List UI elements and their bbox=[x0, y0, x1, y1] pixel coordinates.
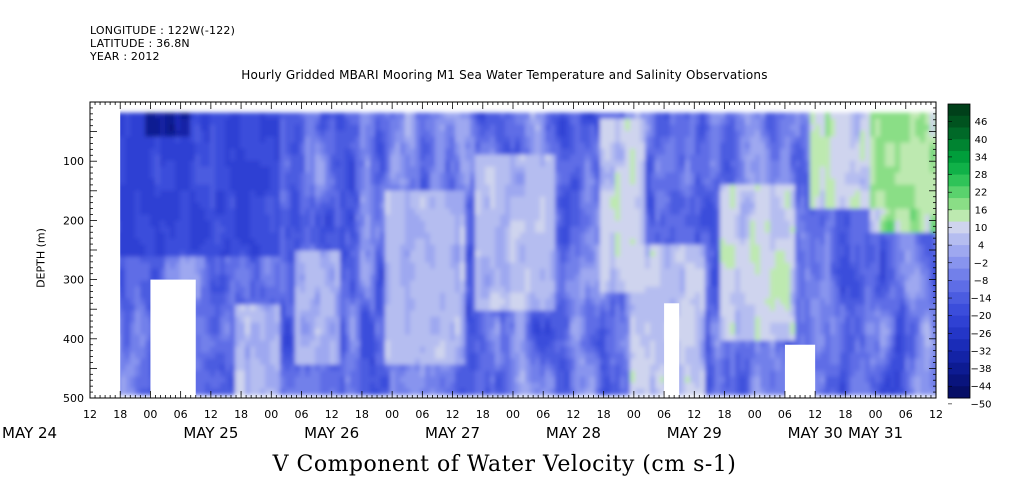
colorbar-label: 40 bbox=[975, 135, 988, 146]
colorbar-label: −26 bbox=[970, 329, 991, 340]
colorbar-swatch bbox=[948, 292, 970, 305]
x-hour-tick-label: 12 bbox=[325, 408, 339, 421]
colorbar-label: 28 bbox=[975, 170, 988, 181]
y-tick-label: 200 bbox=[63, 214, 84, 227]
colorbar-frame bbox=[947, 103, 971, 399]
colorbar-swatch bbox=[948, 127, 970, 140]
colorbar-swatch bbox=[948, 303, 970, 317]
x-hour-tick-label: 12 bbox=[566, 408, 580, 421]
x-day-label: MAY 27 bbox=[425, 424, 480, 442]
y-tick-label: 100 bbox=[63, 155, 84, 168]
x-hour-tick-label: 18 bbox=[597, 408, 611, 421]
colorbar-swatch bbox=[948, 350, 970, 364]
x-hour-tick-label: 00 bbox=[506, 408, 520, 421]
x-hour-tick-label: 06 bbox=[899, 408, 913, 421]
x-hour-tick-label: 12 bbox=[83, 408, 97, 421]
colorbar-label: −8 bbox=[974, 276, 989, 287]
colorbar-swatch bbox=[948, 162, 970, 176]
longitude-label: LONGITUDE : 122W(-122) bbox=[90, 24, 236, 37]
chart-title: Hourly Gridded MBARI Mooring M1 Sea Wate… bbox=[241, 68, 768, 82]
x-hour-tick-label: 06 bbox=[657, 408, 671, 421]
y-tick-label: 500 bbox=[63, 392, 84, 405]
x-hour-tick-label: 06 bbox=[415, 408, 429, 421]
x-hour-tick-label: 18 bbox=[355, 408, 369, 421]
missing-data-region bbox=[150, 279, 196, 398]
colorbar-swatch bbox=[948, 327, 970, 340]
field-cells bbox=[90, 112, 936, 396]
colorbar-label: −38 bbox=[970, 364, 991, 375]
x-day-label: MAY 25 bbox=[183, 424, 238, 442]
missing-data-region bbox=[664, 303, 680, 398]
x-hour-tick-label: 00 bbox=[869, 408, 883, 421]
x-hour-tick-label: 00 bbox=[748, 408, 762, 421]
colorbar-swatch bbox=[948, 315, 970, 328]
colorbar-label: 16 bbox=[975, 205, 988, 216]
colorbar-swatch bbox=[948, 245, 970, 258]
colorbar-label: 10 bbox=[975, 223, 988, 234]
colorbar-swatch bbox=[948, 339, 970, 352]
x-hour-tick-label: 06 bbox=[295, 408, 309, 421]
colorbar-label: −44 bbox=[970, 382, 991, 393]
y-tick-label: 300 bbox=[63, 274, 84, 287]
x-hour-tick-label: 00 bbox=[264, 408, 278, 421]
x-day-label: MAY 24 bbox=[2, 424, 57, 442]
colorbar-swatch bbox=[948, 186, 970, 199]
heatmap-field bbox=[90, 102, 936, 398]
x-day-label: MAY 30 bbox=[788, 424, 843, 442]
colorbar-swatch bbox=[948, 386, 970, 399]
colorbar-swatch bbox=[948, 233, 970, 246]
colorbar-label: 34 bbox=[975, 152, 988, 163]
colorbar-swatch bbox=[948, 280, 970, 293]
x-hour-tick-label: 18 bbox=[234, 408, 248, 421]
colorbar-label: −32 bbox=[970, 346, 991, 357]
x-hour-tick-label: 12 bbox=[929, 408, 943, 421]
variable-label: V Component of Water Velocity (cm s-1) bbox=[272, 452, 737, 477]
colorbar-swatch bbox=[948, 209, 970, 223]
colorbar-label: −20 bbox=[970, 311, 991, 322]
colorbar-label: −14 bbox=[970, 294, 991, 305]
colorbar-swatch bbox=[948, 139, 970, 152]
x-hour-tick-label: 06 bbox=[778, 408, 792, 421]
colorbar-label: 4 bbox=[978, 241, 984, 252]
colorbar-label: −2 bbox=[974, 258, 989, 269]
x-hour-tick-label: 00 bbox=[627, 408, 641, 421]
x-hour-tick-label: 00 bbox=[143, 408, 157, 421]
x-hour-tick-label: 00 bbox=[385, 408, 399, 421]
colorbar-label: 46 bbox=[975, 117, 988, 128]
colorbar-swatch bbox=[948, 198, 970, 211]
x-hour-tick-label: 18 bbox=[718, 408, 732, 421]
year-label: YEAR : 2012 bbox=[90, 50, 160, 63]
x-day-label: MAY 28 bbox=[546, 424, 601, 442]
colorbar-label: 22 bbox=[975, 188, 988, 199]
colorbar-swatch bbox=[948, 174, 970, 187]
colorbar-swatch bbox=[948, 268, 970, 281]
x-hour-tick-label: 12 bbox=[808, 408, 822, 421]
colorbar: 46 40 34 28 22 16 10 4 −2 −8 −14 −20 −26 −32 −38 −44 −50 bbox=[947, 103, 992, 410]
colorbar-swatch bbox=[948, 151, 970, 164]
x-hour-tick-label: 06 bbox=[174, 408, 188, 421]
colorbar-swatch bbox=[948, 221, 970, 234]
x-hour-tick-label: 12 bbox=[446, 408, 460, 421]
x-day-label: MAY 26 bbox=[304, 424, 359, 442]
colorbar-swatch bbox=[948, 256, 970, 270]
x-hour-tick-label: 12 bbox=[687, 408, 701, 421]
missing-data-region bbox=[784, 344, 816, 398]
colorbar-label: −50 bbox=[970, 399, 991, 410]
colorbar-swatch bbox=[948, 374, 970, 387]
x-day-label: MAY 31 bbox=[848, 424, 903, 442]
colorbar-swatch bbox=[948, 104, 970, 117]
x-hour-tick-label: 18 bbox=[838, 408, 852, 421]
y-tick-label: 400 bbox=[63, 333, 84, 346]
x-day-label: MAY 29 bbox=[667, 424, 722, 442]
colorbar-swatch bbox=[948, 115, 970, 129]
latitude-label: LATITUDE : 36.8N bbox=[90, 37, 190, 50]
x-hour-tick-label: 18 bbox=[476, 408, 490, 421]
x-hour-tick-label: 12 bbox=[204, 408, 218, 421]
axes: 12 18 00 06 12 18 00 06 12 18 00 06 12 18 00 06 12 18 00 06… bbox=[2, 101, 943, 442]
x-hour-tick-label: 18 bbox=[113, 408, 127, 421]
colorbar-swatch bbox=[948, 362, 970, 375]
x-hour-tick-label: 06 bbox=[536, 408, 550, 421]
